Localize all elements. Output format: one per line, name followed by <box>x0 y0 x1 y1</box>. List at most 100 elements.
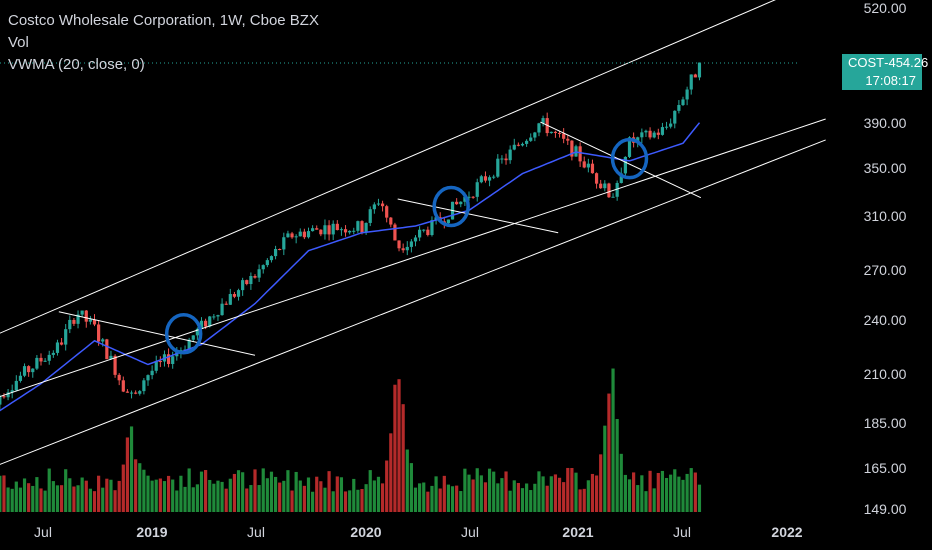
candle-body <box>693 74 697 78</box>
highlight-circle <box>610 137 649 180</box>
volume-bar <box>216 480 220 512</box>
candle-body <box>121 380 125 392</box>
volume-bar <box>142 469 146 512</box>
candle-body <box>430 220 434 235</box>
volume-bar <box>228 478 232 512</box>
candle-body <box>6 392 10 398</box>
candle-body <box>134 392 138 394</box>
volume-bar <box>648 470 652 512</box>
candle-body <box>253 276 257 278</box>
volume-bar <box>273 476 278 512</box>
volume-bar <box>673 469 677 512</box>
y-tick-label: 165.00 <box>864 460 907 476</box>
volume-bar <box>162 481 167 512</box>
volume-bar <box>450 486 455 512</box>
candle-body <box>18 375 23 381</box>
candle-body <box>265 260 269 266</box>
volume-bar <box>72 486 76 512</box>
volume-bar <box>693 472 697 512</box>
candle-body <box>652 132 656 138</box>
volume-bar <box>35 477 39 512</box>
candle-body <box>446 219 451 224</box>
candle-body <box>138 391 142 394</box>
volume-bar <box>208 479 212 512</box>
candle-body <box>105 339 109 360</box>
candle-body <box>673 110 677 124</box>
candle-body <box>463 196 467 202</box>
candle-body <box>364 222 368 233</box>
volume-bar <box>39 488 43 512</box>
candle-body <box>599 183 603 189</box>
candle-body <box>343 229 348 233</box>
volume-bar <box>677 476 681 512</box>
volume-bar <box>553 474 558 512</box>
volume-bar <box>574 472 578 512</box>
volume-bar <box>265 478 269 512</box>
candle-body <box>2 396 6 398</box>
volume-bar <box>446 484 451 512</box>
volume-indicator-label[interactable]: Vol <box>8 34 29 51</box>
symbol-title[interactable]: Costco Wholesale Corporation, 1W, Cboe B… <box>8 12 319 29</box>
volume-bar <box>372 480 376 512</box>
y-tick-label: 210.00 <box>864 366 907 382</box>
candle-body <box>475 182 479 197</box>
candle-body <box>327 225 331 235</box>
volume-bar <box>681 479 685 512</box>
candle-body <box>191 335 195 340</box>
volume-bar <box>278 482 282 512</box>
x-axis[interactable]: Jul 2019 Jul 2020 Jul 2021 Jul 2022 <box>34 524 803 540</box>
volume-bar <box>352 478 356 512</box>
channel-line-lower <box>0 139 826 465</box>
candle-body <box>467 196 471 198</box>
candle-body <box>249 276 253 285</box>
candle-body <box>97 324 101 342</box>
candle-body <box>331 223 335 235</box>
candle-body <box>664 126 669 128</box>
volume-bar <box>442 475 446 512</box>
candle-body <box>455 201 459 205</box>
volume-bar <box>401 404 405 512</box>
volume-bar <box>434 476 438 512</box>
volume-bar <box>471 479 475 512</box>
candle-body <box>516 144 520 146</box>
volume-bar <box>204 470 208 512</box>
volume-bar <box>422 482 426 512</box>
candle-body <box>644 130 648 133</box>
volume-bar <box>656 472 660 512</box>
volume-bar <box>632 472 636 512</box>
volume-bar <box>232 473 237 512</box>
channel-line-middle <box>0 118 826 398</box>
candle-body <box>348 230 352 233</box>
volume-bar <box>80 477 84 512</box>
candle-body <box>660 127 665 135</box>
candle-body <box>286 233 290 238</box>
volume-bar <box>697 484 702 512</box>
volume-bar <box>253 469 257 512</box>
candle-body <box>529 137 533 141</box>
y-axis[interactable]: 520.00 390.00 350.00 310.00 270.00 240.00 210.… <box>864 0 907 517</box>
vwma-path <box>0 122 701 412</box>
volume-bar <box>146 475 150 512</box>
candle-body <box>204 320 208 327</box>
candle-body <box>541 118 545 124</box>
candle-body <box>14 380 18 391</box>
chart-legend: Costco Wholesale Corporation, 1W, Cboe B… <box>8 10 319 76</box>
trend-line <box>540 121 702 199</box>
candle-body <box>187 339 191 350</box>
candle-body <box>171 356 175 364</box>
volume-bar <box>438 488 442 512</box>
candle-body <box>294 236 298 238</box>
y-tick-label: 149.00 <box>864 501 907 517</box>
candle-body <box>487 177 492 181</box>
candle-body <box>557 133 562 135</box>
volume-bar <box>179 475 183 512</box>
candle-body <box>0 396 2 405</box>
vwma-indicator-label[interactable]: VWMA (20, close, 0) <box>8 56 145 73</box>
candle-body <box>84 310 88 322</box>
candle-body <box>525 140 529 144</box>
candle-body <box>150 370 154 376</box>
volume-bar <box>541 476 545 512</box>
volume-bar <box>520 488 525 512</box>
volume-bar <box>290 490 294 512</box>
